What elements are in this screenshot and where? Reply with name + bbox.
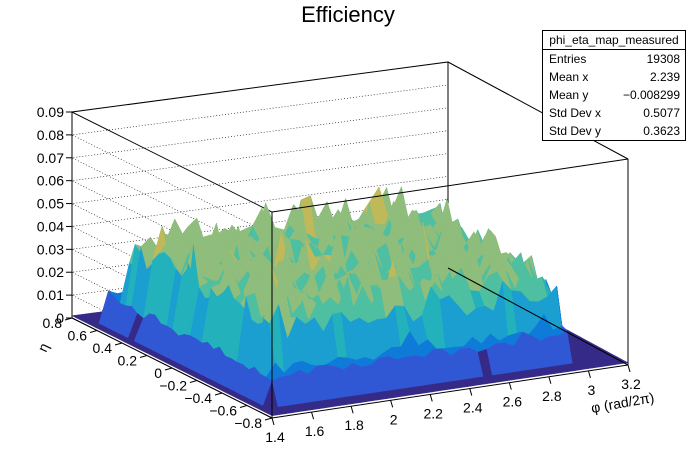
x-tick-label: 2.6 bbox=[503, 394, 523, 410]
y-tick-label: −0.2 bbox=[159, 378, 187, 394]
surface-plot bbox=[71, 185, 629, 416]
stat-value: 2.239 bbox=[649, 70, 680, 84]
z-tick-label: 0.03 bbox=[37, 241, 64, 257]
y-tick-label: 0.8 bbox=[43, 315, 63, 331]
y-tick-label: 0.6 bbox=[68, 328, 88, 344]
y-tick-label: −0.4 bbox=[184, 390, 212, 406]
stat-label: Std Dev x bbox=[549, 106, 602, 120]
x-tick-label: 2.2 bbox=[423, 405, 443, 421]
x-tick-label: 3 bbox=[588, 382, 596, 398]
x-axis: 1.4 1.6 1.8 2 2.2 2.4 2.6 2.8 3 3.2 bbox=[265, 364, 641, 445]
stat-value: 19308 bbox=[646, 52, 680, 66]
x-tick-label: 2 bbox=[390, 411, 398, 427]
stat-row-std-dev-x: Std Dev x 0.5077 bbox=[543, 104, 685, 122]
y-tick-label: −0.8 bbox=[234, 415, 262, 431]
y-axis: 0.8 0.6 0.4 0.2 0−0.2−0.4−0.6−0.8 bbox=[43, 315, 273, 431]
z-tick-label: 0.04 bbox=[37, 218, 64, 234]
y-tick-label: 0 bbox=[154, 365, 162, 381]
z-tick-label: 0.08 bbox=[37, 127, 64, 143]
z-tick-label: 0.05 bbox=[37, 196, 64, 212]
z-tick-label: 0.09 bbox=[37, 104, 64, 120]
y-tick-label: −0.6 bbox=[209, 403, 237, 419]
statistics-box: phi_eta_map_measured Entries 19308 Mean … bbox=[542, 30, 686, 141]
stat-label: Std Dev y bbox=[549, 124, 602, 138]
stat-value: 0.5077 bbox=[643, 106, 680, 120]
stat-row-mean-y: Mean y −0.008299 bbox=[543, 86, 685, 104]
z-tick-label: 0.02 bbox=[37, 264, 64, 280]
stat-value: −0.008299 bbox=[622, 88, 680, 102]
z-tick-label: 0.07 bbox=[37, 150, 64, 166]
y-tick-label: 0.2 bbox=[118, 353, 138, 369]
z-tick-label: 0 bbox=[56, 310, 64, 326]
stat-label: Mean x bbox=[549, 70, 589, 84]
z-axis: 0 0.01 0.02 0.03 0.04 0.05 0.06 0.07 0.08 0.09 bbox=[37, 104, 72, 326]
stat-row-std-dev-y: Std Dev y 0.3623 bbox=[543, 122, 685, 140]
x-axis-title: φ (rad/2π) bbox=[590, 389, 656, 416]
stat-row-mean-x: Mean x 2.239 bbox=[543, 68, 685, 86]
y-tick-label: 0.4 bbox=[93, 340, 113, 356]
axis-box bbox=[71, 61, 629, 419]
x-tick-label: 2.4 bbox=[463, 400, 483, 416]
stat-row-entries: Entries 19308 bbox=[543, 50, 685, 68]
x-tick-label: 1.6 bbox=[305, 423, 325, 439]
x-tick-label: 1.4 bbox=[265, 429, 285, 445]
x-tick-label: 1.8 bbox=[344, 417, 364, 433]
statistics-box-title: phi_eta_map_measured bbox=[543, 31, 685, 50]
stat-label: Entries bbox=[549, 52, 587, 66]
x-tick-label: 2.8 bbox=[542, 388, 562, 404]
z-tick-label: 0.01 bbox=[37, 287, 64, 303]
chart-title: Efficiency bbox=[301, 2, 395, 27]
y-axis-title: η bbox=[34, 340, 52, 354]
z-tick-label: 0.06 bbox=[37, 173, 64, 189]
stat-value: 0.3623 bbox=[643, 124, 680, 138]
stat-label: Mean y bbox=[549, 88, 589, 102]
x-tick-label: 3.2 bbox=[621, 376, 641, 392]
